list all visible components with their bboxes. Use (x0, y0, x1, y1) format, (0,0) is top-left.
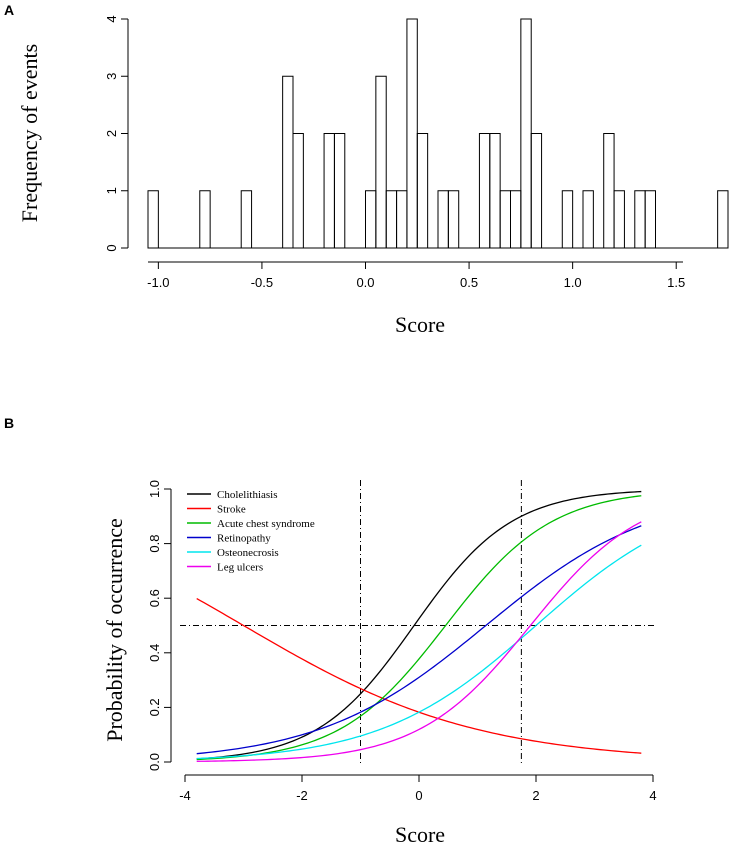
y-tick-label: 4 (104, 15, 119, 22)
histogram-bar (447, 190, 460, 249)
x-tick-label: -1.0 (147, 275, 169, 290)
y-tick-label: 0.4 (147, 644, 162, 662)
histogram-bar (489, 133, 501, 249)
y-tick-label: 0.2 (147, 698, 162, 716)
x-tick-label: 0.0 (356, 275, 374, 290)
x-tick-label: 1.0 (564, 275, 582, 290)
y-tick-label: 1.0 (147, 480, 162, 498)
legend-label: Stroke (217, 504, 246, 516)
panel-b-x-title: Score (395, 822, 445, 847)
panel-a-y-title: Frequency of events (17, 44, 42, 222)
panel-a: A 0 1 2 3 4 -1.0 -0.5 0.0 0.5 1.0 1.5 Score Frequ… (4, 2, 729, 337)
panel-a-bars (147, 18, 729, 249)
histogram-bar (323, 133, 335, 249)
histogram-bar (147, 190, 159, 249)
panel-b-legend: Cholelithiasis Stroke Acute chest syndrome… (187, 489, 315, 574)
histogram-bar (510, 190, 522, 249)
y-tick-label: 1 (104, 187, 119, 194)
histogram-bar (375, 75, 387, 249)
histogram-bar (406, 18, 418, 249)
x-tick-label: 4 (649, 788, 656, 803)
histogram-bar (365, 190, 377, 249)
histogram-bar (530, 133, 543, 249)
legend-label: Retinopathy (217, 533, 271, 545)
panel-a-x-title: Score (395, 312, 445, 337)
y-tick-label: 0.0 (147, 753, 162, 771)
y-tick-label: 2 (104, 130, 119, 137)
series-line-osteonecrosis (196, 544, 642, 760)
histogram-bar (240, 190, 253, 249)
legend-label: Acute chest syndrome (217, 518, 315, 530)
panel-b-y-ticks: 0.0 0.2 0.4 0.6 0.8 1.0 (147, 480, 171, 771)
histogram-bar (561, 190, 574, 249)
y-tick-label: 0.6 (147, 589, 162, 607)
histogram-bar (396, 190, 408, 249)
x-tick-label: -4 (179, 788, 191, 803)
panel-b-y-title: Probability of occurrence (102, 518, 127, 742)
histogram-bar (385, 190, 398, 249)
histogram-bar (333, 133, 346, 249)
histogram-bar (416, 133, 429, 249)
histogram-bar (520, 18, 532, 249)
histogram-bar (292, 133, 304, 249)
histogram-bar (603, 133, 615, 249)
panel-a-y-ticks: 0 1 2 3 4 (104, 15, 128, 252)
x-tick-label: -2 (296, 788, 308, 803)
panel-b-label: B (4, 415, 14, 431)
series-line-retinopathy (196, 525, 642, 755)
histogram-bar (634, 190, 646, 249)
histogram-bar (437, 190, 449, 249)
histogram-bar (717, 190, 729, 249)
panel-a-label: A (4, 2, 14, 18)
y-tick-label: 3 (104, 73, 119, 80)
x-tick-label: 1.5 (667, 275, 685, 290)
series-line-cholelithiasis (196, 490, 642, 760)
panel-a-x-ticks: -1.0 -0.5 0.0 0.5 1.0 1.5 (147, 262, 685, 290)
legend-label: Osteonecrosis (217, 547, 279, 559)
histogram-bar (199, 190, 211, 249)
histogram-bar (499, 190, 511, 249)
histogram-bar (282, 75, 294, 249)
histogram-bar (613, 190, 625, 249)
histogram-bar (644, 190, 657, 249)
panel-b-reference-lines (180, 480, 656, 765)
legend-label: Leg ulcers (217, 562, 263, 574)
series-line-leg-ulcers (196, 521, 642, 762)
series-line-acute-chest-syndrome (196, 495, 642, 761)
x-tick-label: 0.5 (460, 275, 478, 290)
y-tick-label: 0 (104, 244, 119, 251)
x-tick-label: 2 (532, 788, 539, 803)
panel-b: B Cholelithiasis Stroke Acute chest syndro… (4, 415, 657, 847)
legend-label: Cholelithiasis (217, 489, 278, 501)
panel-b-series (196, 490, 642, 762)
x-tick-label: 0 (415, 788, 422, 803)
x-tick-label: -0.5 (251, 275, 273, 290)
histogram-bar (582, 190, 594, 249)
histogram-bar (478, 133, 491, 249)
panel-b-x-ticks: -4 -2 0 2 4 (179, 775, 657, 803)
y-tick-label: 0.8 (147, 535, 162, 553)
